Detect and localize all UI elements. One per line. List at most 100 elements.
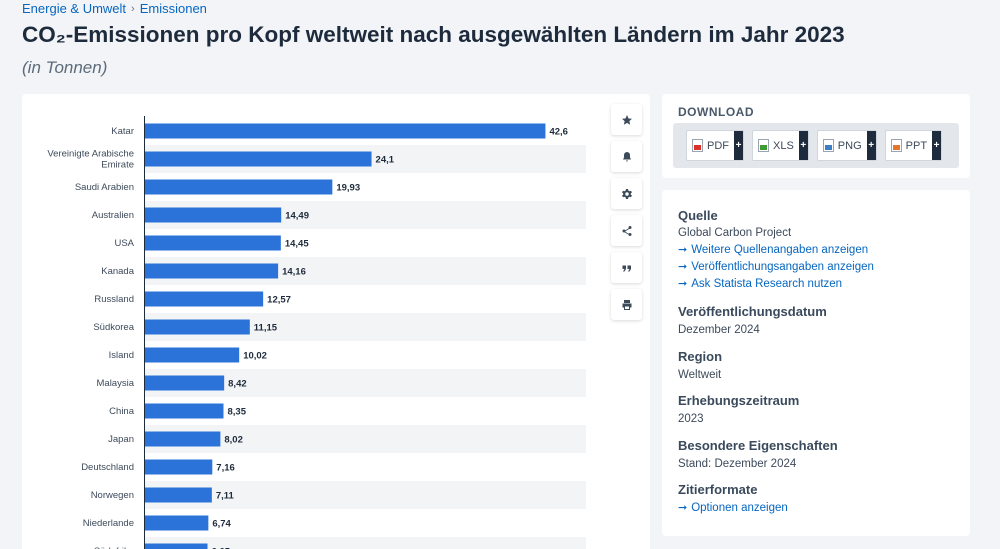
region-section: Region Weltweit [678, 349, 722, 381]
pubdate-heading: Veröffentlichungsdatum [678, 304, 827, 319]
bar[interactable] [145, 431, 221, 447]
download-format-label: PDF [707, 139, 729, 152]
bar[interactable] [145, 179, 333, 195]
cite-options-link[interactable]: ➞ Optionen anzeigen [678, 501, 788, 515]
bar[interactable] [145, 291, 264, 307]
download-format-label: PPT [905, 139, 928, 152]
bar[interactable] [145, 319, 250, 335]
breadcrumb-link-emissionen[interactable]: Emissionen [139, 1, 207, 16]
source-value: Global Carbon Project [678, 227, 792, 239]
plus-icon[interactable]: + [798, 131, 808, 160]
value-label: 8,35 [227, 407, 246, 418]
download-png-main[interactable]: PNG [818, 131, 867, 160]
pubdate-section: Veröffentlichungsdatum Dezember 2024 [678, 304, 827, 336]
favorite-button[interactable] [611, 104, 642, 135]
category-label: Südkorea [93, 322, 134, 333]
category-label: USA [114, 238, 134, 249]
download-png-button[interactable]: PNG + [816, 130, 877, 161]
png-file-icon [822, 139, 834, 152]
chevron-right-icon: › [131, 2, 135, 15]
plus-icon[interactable]: + [932, 131, 942, 160]
download-pdf-button[interactable]: PDF + [686, 130, 744, 161]
category-label: Norwegen [91, 490, 134, 501]
chart-toolbar [611, 104, 642, 320]
info-card: Quelle Global Carbon Project ➞ Weitere Qu… [662, 190, 970, 536]
download-xls-button[interactable]: XLS + [752, 130, 809, 161]
print-button[interactable] [611, 289, 642, 320]
category-label: Russland [94, 294, 134, 305]
bar[interactable] [145, 235, 281, 251]
category-label: Australien [92, 210, 134, 221]
settings-button[interactable] [611, 178, 642, 209]
value-label: 8,02 [224, 435, 243, 446]
category-label: Katar [111, 126, 134, 137]
category-label: Island [109, 350, 134, 361]
plus-icon[interactable]: + [866, 131, 876, 160]
download-ppt-button[interactable]: PPT + [884, 130, 943, 161]
value-label: 11,15 [254, 323, 278, 334]
download-pdf-main[interactable]: PDF [687, 131, 734, 160]
arrow-right-icon: ➞ [678, 244, 688, 256]
value-label: 42,6 [549, 127, 568, 138]
arrow-right-icon: ➞ [678, 261, 688, 273]
more-sources-link[interactable]: ➞ Weitere Quellenangaben anzeigen [678, 243, 874, 257]
bar[interactable] [145, 207, 282, 223]
value-label: 6,65 [212, 547, 231, 549]
ask-research-label: Ask Statista Research nutzen [691, 277, 843, 290]
publication-info-label: Veröffentlichungsangaben anzeigen [691, 260, 874, 273]
value-label: 12,57 [267, 295, 291, 306]
download-xls-main[interactable]: XLS [753, 131, 799, 160]
special-heading: Besondere Eigenschaften [678, 438, 838, 453]
category-label: Südafrika [94, 546, 135, 549]
publication-info-link[interactable]: ➞ Veröffentlichungsangaben anzeigen [678, 260, 874, 274]
row-band [144, 481, 586, 509]
value-label: 14,45 [285, 239, 309, 250]
category-label: China [109, 406, 135, 417]
bar[interactable] [145, 347, 240, 363]
bar[interactable] [145, 263, 279, 279]
breadcrumb: Energie & Umwelt › Emissionen [22, 1, 207, 16]
print-icon [622, 299, 631, 310]
bar[interactable] [145, 487, 212, 503]
chart-card: Katar 42,6 Vereinigte Arabische Emirate 24,1… [22, 94, 650, 549]
ask-research-link[interactable]: ➞ Ask Statista Research nutzen [678, 277, 874, 291]
pdf-file-icon [692, 139, 703, 152]
cite-section: Zitierformate ➞ Optionen anzeigen [678, 482, 788, 514]
value-label: 10,02 [243, 351, 267, 362]
value-label: 14,16 [282, 267, 306, 278]
share-button[interactable] [611, 215, 642, 246]
bar[interactable] [145, 403, 224, 419]
page-title: CO₂-Emissionen pro Kopf weltweit nach au… [22, 22, 845, 47]
breadcrumb-link-energie[interactable]: Energie & Umwelt [22, 1, 127, 16]
quote-icon [622, 265, 631, 271]
category-label: Deutschland [81, 462, 134, 473]
bar[interactable] [145, 375, 225, 391]
cite-button[interactable] [611, 252, 642, 283]
download-buttons: PDF + XLS + PNG + PPT + [673, 123, 959, 168]
value-label: 7,11 [216, 491, 235, 502]
plus-icon[interactable]: + [734, 131, 743, 160]
download-ppt-main[interactable]: PPT [886, 131, 932, 160]
bar[interactable] [145, 515, 209, 531]
download-title: DOWNLOAD [678, 105, 754, 119]
bar[interactable] [145, 151, 372, 167]
value-label: 19,93 [336, 183, 360, 194]
bar[interactable] [145, 459, 213, 475]
category-label: Saudi Arabien [75, 182, 134, 193]
value-label: 7,16 [216, 463, 235, 474]
row-band [144, 537, 586, 549]
pubdate-value: Dezember 2024 [678, 324, 760, 336]
value-label: 14,49 [285, 211, 309, 222]
arrow-right-icon: ➞ [678, 502, 688, 514]
alert-button[interactable] [611, 141, 642, 172]
bar[interactable] [145, 543, 208, 549]
more-sources-label: Weitere Quellenangaben anzeigen [691, 243, 869, 256]
bar[interactable] [145, 123, 546, 139]
period-value: 2023 [678, 413, 704, 425]
value-label: 24,1 [376, 155, 395, 166]
gear-icon [621, 188, 632, 199]
source-section: Quelle Global Carbon Project ➞ Weitere Qu… [678, 208, 874, 290]
cite-heading: Zitierformate [678, 482, 758, 497]
region-value: Weltweit [678, 369, 722, 381]
category-label: Malaysia [97, 378, 135, 389]
